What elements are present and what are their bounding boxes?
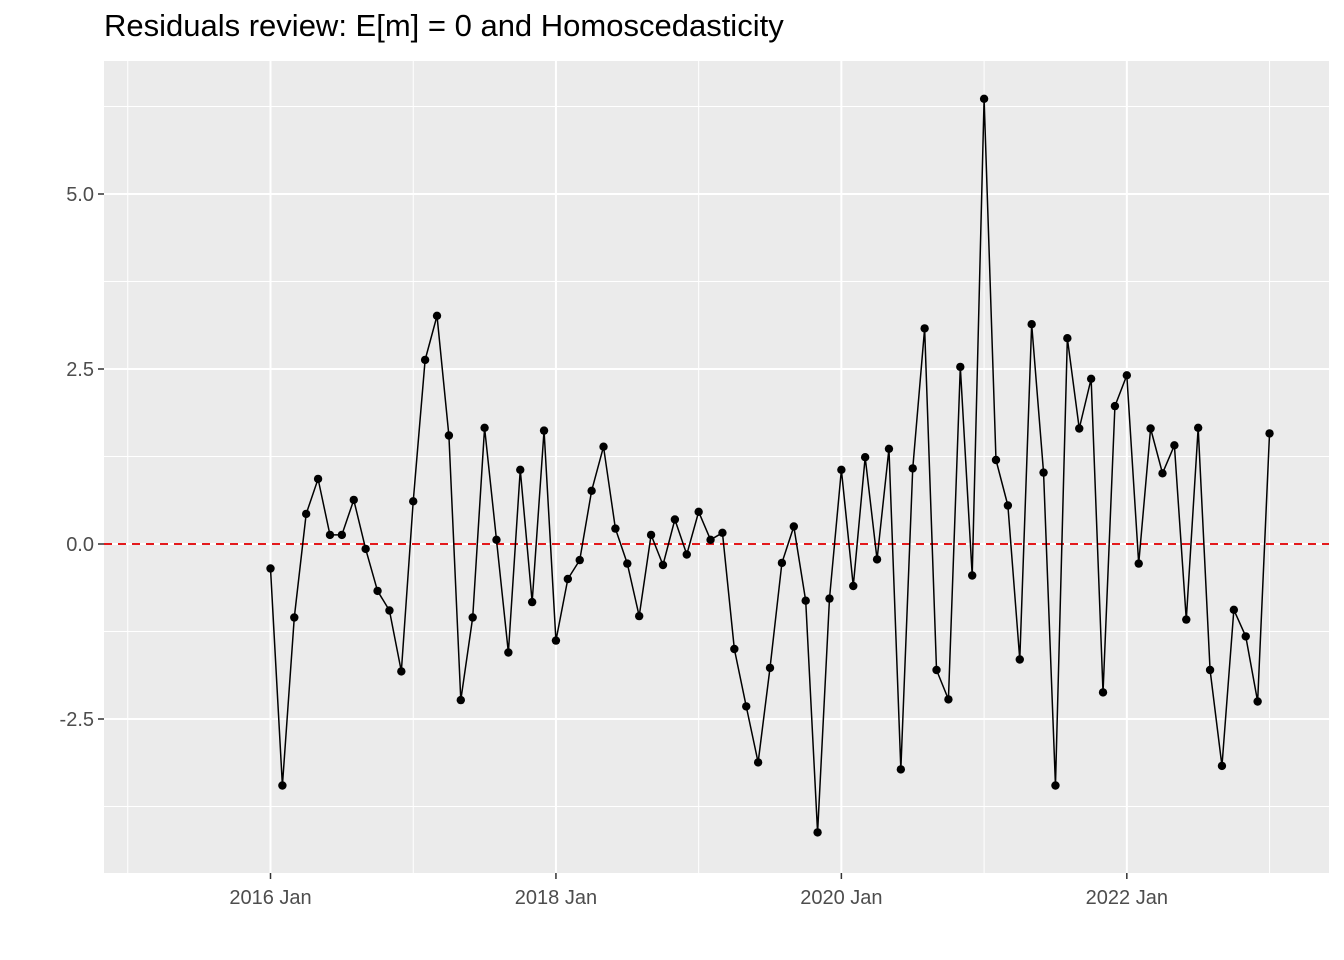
x-tick-label: 2018 Jan	[515, 887, 597, 909]
residual-point	[337, 530, 347, 540]
residual-point	[539, 426, 549, 435]
residual-point	[634, 611, 644, 621]
residual-point	[444, 431, 454, 440]
residual-point	[932, 665, 941, 675]
residual-point	[1051, 781, 1060, 790]
residual-point	[492, 535, 501, 544]
chart-title: Residuals review: E[m] = 0 and Homosceda…	[104, 8, 784, 43]
residual-point	[1039, 468, 1048, 477]
residual-point	[742, 702, 751, 711]
residual-point	[623, 559, 632, 568]
residual-point	[1217, 761, 1227, 771]
residual-point	[325, 530, 335, 540]
residual-point	[1182, 615, 1191, 624]
residual-point	[551, 636, 561, 645]
residual-point	[682, 550, 691, 559]
residual-point	[968, 571, 977, 580]
residual-point	[825, 594, 834, 603]
residual-point	[670, 515, 680, 524]
residual-point	[944, 695, 953, 704]
residual-point	[468, 613, 477, 622]
residual-point	[1158, 469, 1167, 478]
residual-point	[1086, 374, 1096, 383]
residual-point	[420, 355, 430, 365]
residual-point	[361, 544, 370, 554]
residual-point	[991, 455, 1001, 465]
residual-point	[1134, 559, 1143, 568]
residual-point	[646, 530, 656, 540]
x-tick-label: 2022 Jan	[1086, 887, 1168, 909]
y-tick-label: 0.0	[66, 534, 94, 556]
residual-point	[979, 94, 989, 104]
residual-point	[777, 558, 787, 568]
residual-point	[956, 362, 965, 372]
residual-point	[611, 524, 620, 533]
residual-point	[278, 781, 287, 790]
residual-point	[1193, 423, 1203, 432]
residual-point	[849, 581, 858, 591]
residual-point	[504, 648, 513, 657]
residual-point	[1075, 424, 1084, 433]
residual-point	[730, 644, 739, 654]
residual-point	[860, 453, 870, 462]
residual-point	[1122, 371, 1132, 380]
x-tick-label: 2020 Jan	[800, 887, 882, 909]
residual-point	[920, 324, 929, 333]
residual-point	[397, 667, 406, 676]
residual-point	[587, 486, 596, 495]
residual-point	[1098, 688, 1108, 697]
residual-point	[837, 465, 846, 474]
residual-point	[658, 560, 668, 570]
residual-point	[718, 528, 727, 537]
residual-point	[1229, 605, 1239, 614]
residual-point	[1063, 334, 1072, 343]
residual-point	[1110, 401, 1120, 411]
residual-point	[313, 474, 323, 484]
y-tick-label: -2.5	[60, 709, 94, 731]
residual-point	[266, 564, 275, 573]
residual-point	[1241, 632, 1250, 641]
residual-point	[789, 522, 799, 531]
residual-point	[1253, 697, 1262, 706]
residual-point	[480, 423, 489, 432]
residual-point	[516, 465, 525, 474]
residual-point	[409, 497, 418, 506]
residual-point	[884, 444, 894, 453]
residual-point	[872, 555, 882, 564]
residual-point	[349, 495, 358, 505]
residual-point	[694, 507, 703, 516]
residual-point	[432, 311, 442, 320]
residual-point	[1015, 655, 1024, 664]
residual-point	[706, 535, 715, 544]
residual-point	[1265, 429, 1274, 438]
residual-point	[801, 596, 810, 605]
residual-point	[599, 442, 608, 451]
residual-point	[373, 586, 382, 596]
x-tick-label: 2016 Jan	[229, 887, 311, 909]
residual-point	[1003, 501, 1013, 510]
residual-point	[1170, 441, 1179, 450]
residual-point	[1027, 320, 1036, 329]
residual-point	[385, 606, 394, 615]
residual-point	[813, 828, 822, 837]
residual-point	[896, 765, 906, 774]
residual-point	[753, 758, 763, 767]
residual-point	[575, 555, 584, 565]
y-tick-label: 5.0	[66, 184, 94, 206]
residual-point	[1205, 665, 1215, 675]
residual-point	[563, 574, 573, 584]
residual-point	[301, 509, 311, 519]
residual-point	[290, 613, 299, 622]
plot-panel	[104, 61, 1329, 873]
residual-point	[1146, 424, 1155, 433]
residual-point	[765, 663, 775, 673]
y-tick-label: 2.5	[66, 359, 94, 381]
residual-point	[456, 695, 465, 705]
residual-point	[908, 464, 917, 473]
residual-point	[527, 597, 537, 607]
